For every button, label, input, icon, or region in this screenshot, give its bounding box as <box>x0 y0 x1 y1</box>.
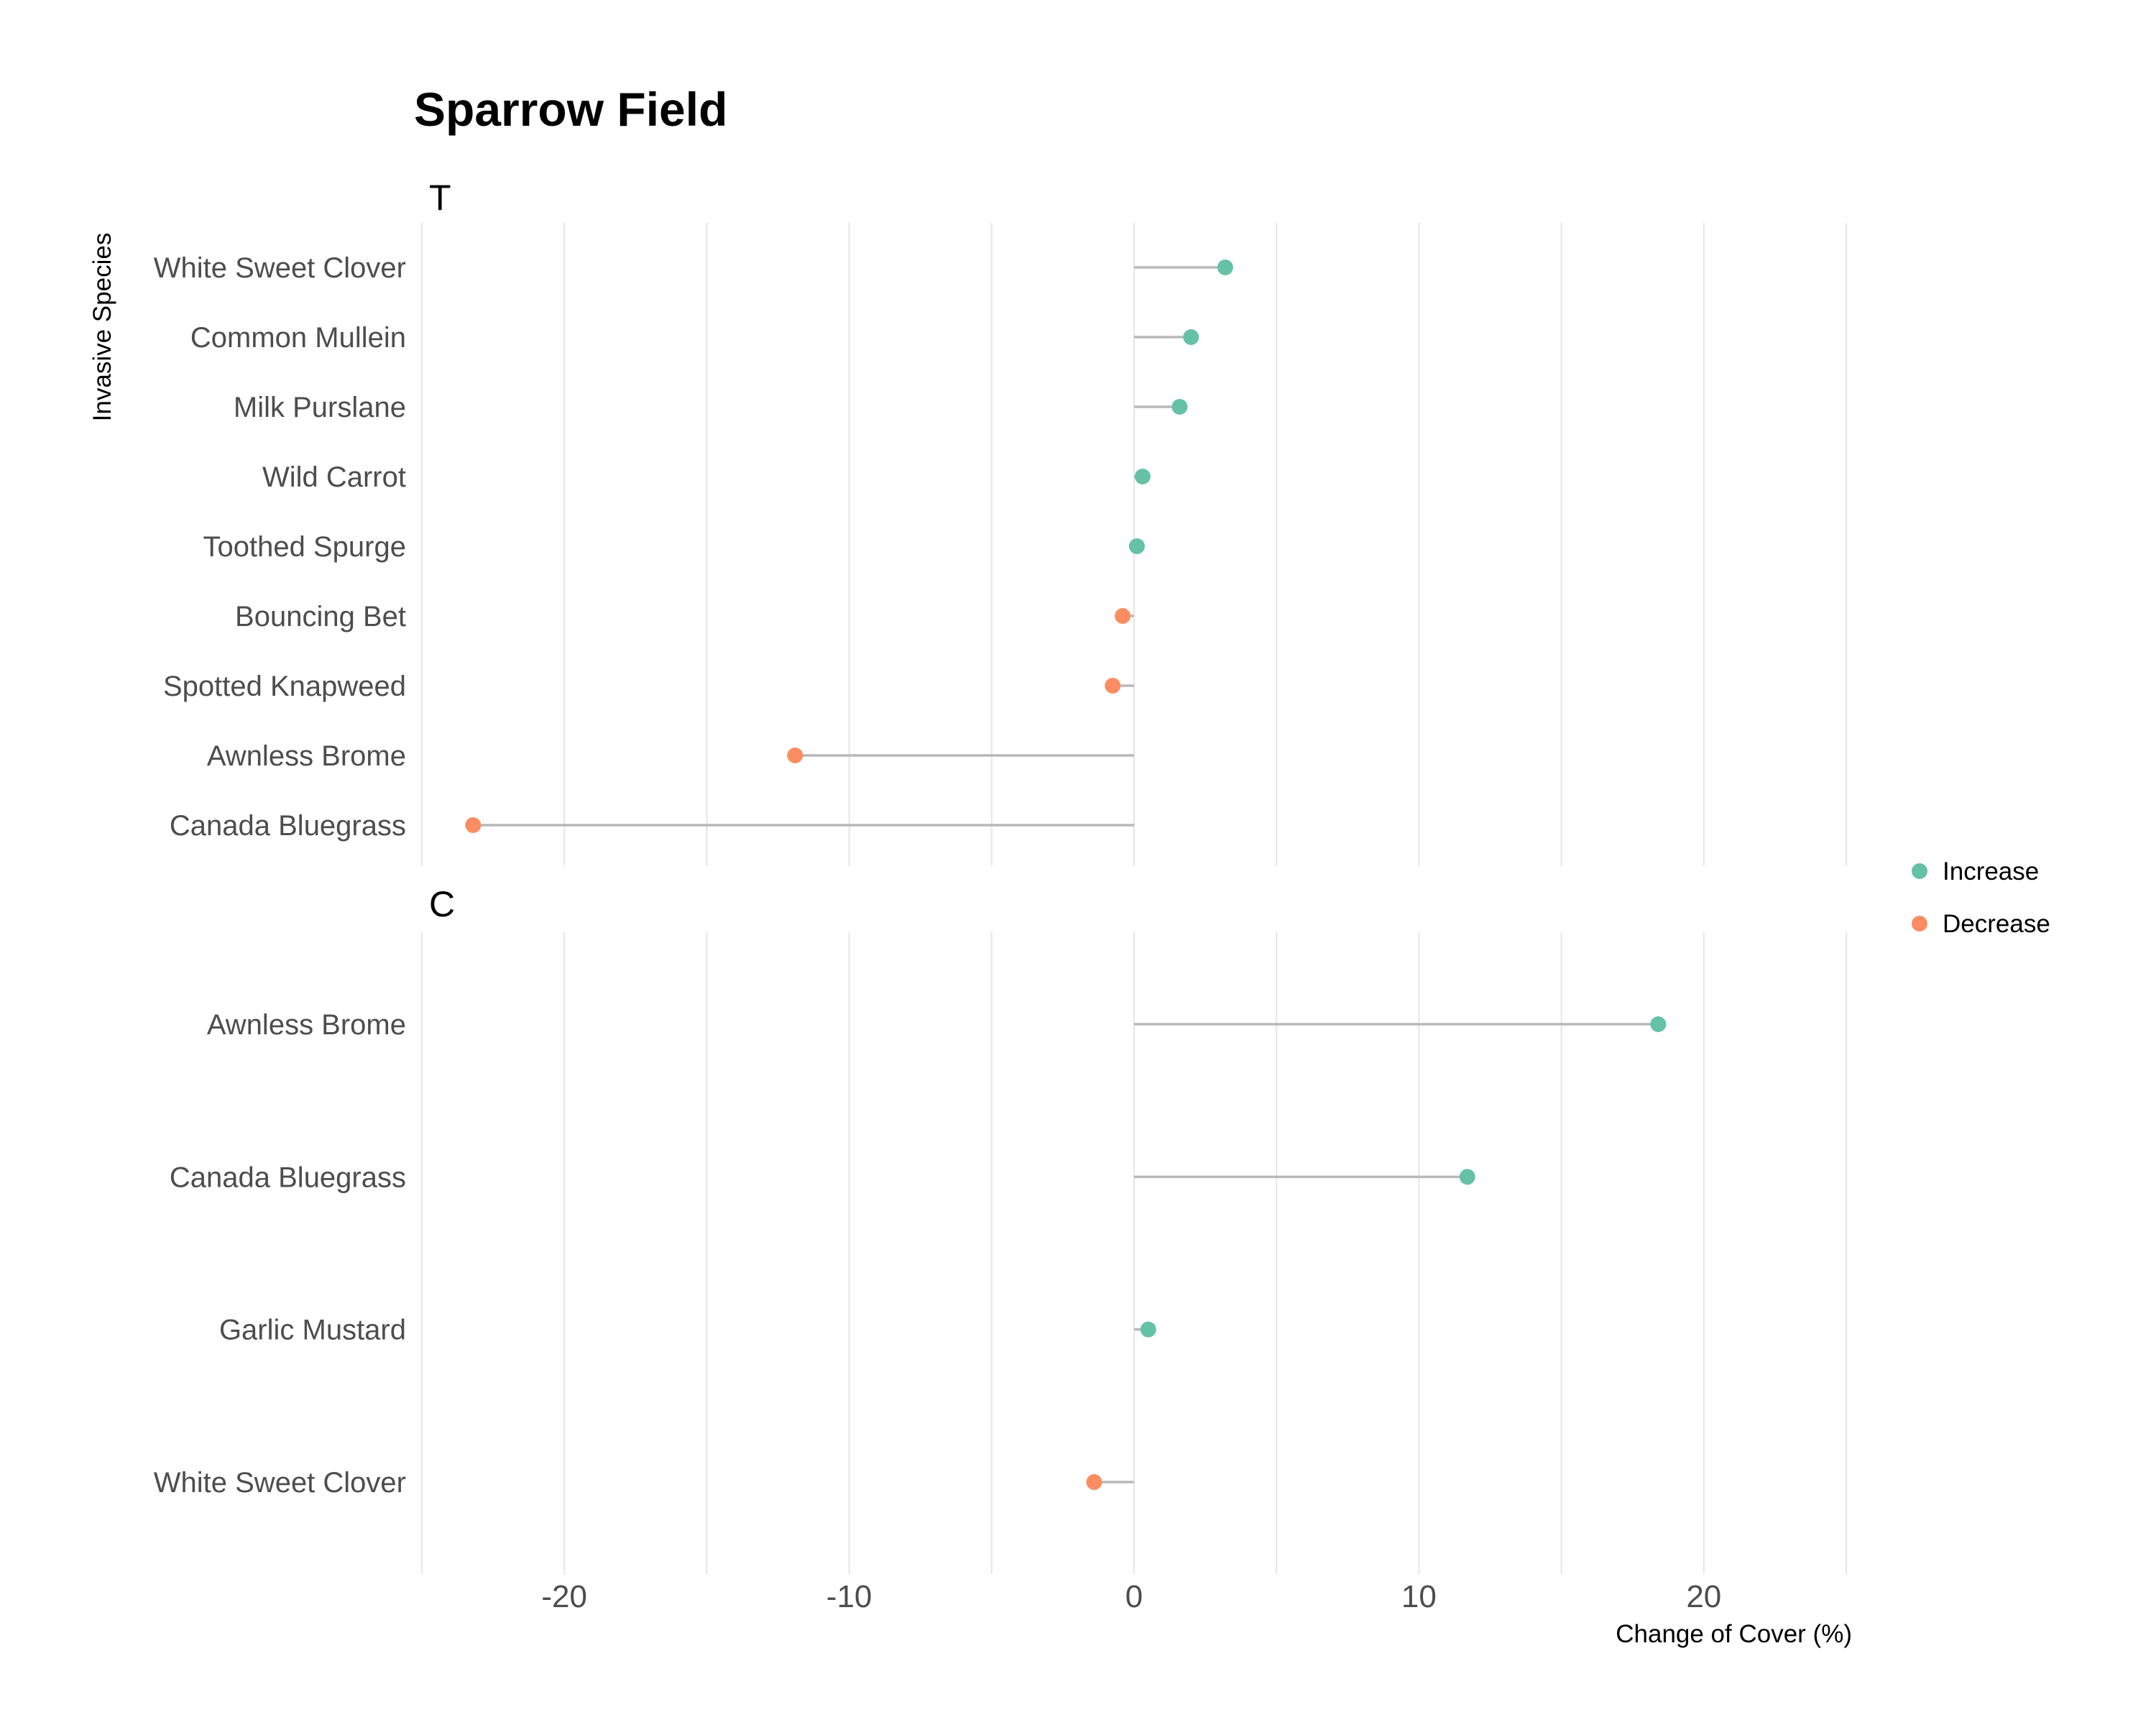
legend: Increase Decrease <box>1912 857 2050 938</box>
legend-item: Increase <box>1912 857 2039 886</box>
panel-T: T White Sweet Clover Common Mullein Milk Pu… <box>154 178 1847 866</box>
category-label: Spotted Knapweed <box>163 671 406 702</box>
x-tick-label: -20 <box>541 1579 587 1614</box>
data-point <box>787 748 803 763</box>
category-label: Wild Carrot <box>262 461 406 493</box>
data-point <box>465 817 482 833</box>
data-point <box>1134 469 1151 484</box>
data-point <box>1128 538 1145 554</box>
x-axis-title: Change of Cover (%) <box>1616 1620 1852 1648</box>
data-point <box>1140 1321 1156 1338</box>
data-point <box>1086 1474 1102 1490</box>
data-point <box>1171 399 1188 415</box>
category-label: Milk Purslane <box>234 392 406 423</box>
data-point <box>1105 678 1121 694</box>
category-label: Common Mullein <box>190 322 406 354</box>
category-label: White Sweet Clover <box>154 252 406 284</box>
panel-C: C Awnless Brome Canada Bluegrass Garlic Mus… <box>154 884 1847 1574</box>
panel-label: T <box>429 178 451 218</box>
x-tick-label: 10 <box>1401 1579 1437 1614</box>
y-axis-title: Invasive Species <box>88 233 116 422</box>
data-point <box>1115 608 1131 624</box>
data-point <box>1650 1016 1667 1032</box>
data-point <box>1459 1169 1475 1185</box>
legend-label: Decrease <box>1943 910 2050 938</box>
legend-swatch <box>1912 916 1927 932</box>
category-label: Garlic Mustard <box>219 1315 406 1346</box>
data-point <box>1183 329 1199 345</box>
category-label: Awnless Brome <box>207 740 406 772</box>
category-label: White Sweet Clover <box>154 1467 406 1499</box>
x-tick-label: -10 <box>826 1579 872 1614</box>
category-label: Awnless Brome <box>207 1009 406 1041</box>
category-label: Toothed Spurge <box>203 531 406 563</box>
data-point <box>1217 259 1233 275</box>
panels: T White Sweet Clover Common Mullein Milk Pu… <box>154 178 1847 1574</box>
x-tick-label: 20 <box>1686 1579 1721 1614</box>
legend-label: Increase <box>1943 857 2039 886</box>
legend-item: Decrease <box>1912 910 2050 938</box>
legend-swatch <box>1912 863 1927 879</box>
x-axis-ticks: -20 -10 0 10 20 <box>541 1579 1721 1614</box>
chart-title: Sparrow Field <box>414 83 727 136</box>
category-label: Bouncing Bet <box>235 601 406 632</box>
panel-label: C <box>429 884 455 924</box>
category-label: Canada Bluegrass <box>170 810 406 842</box>
category-label: Canada Bluegrass <box>170 1162 406 1193</box>
x-tick-label: 0 <box>1125 1579 1143 1614</box>
